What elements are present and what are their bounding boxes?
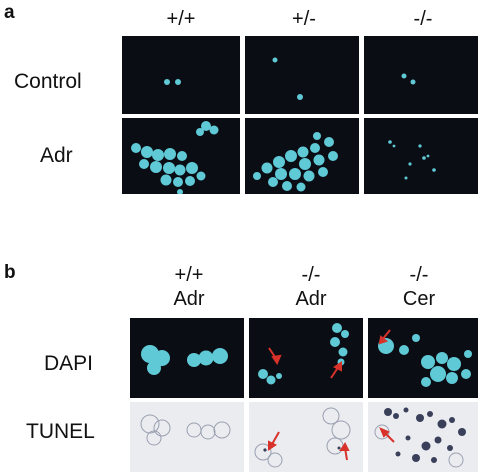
micrograph-tunel-ko-cer (368, 402, 478, 472)
panel-b-col-header-3-treatment: Cer (402, 288, 436, 310)
panel-a-row-label-control: Control (14, 70, 82, 93)
micrograph-adr-wt (122, 118, 240, 194)
panel-b-letter: b (4, 262, 16, 283)
micrograph-adr-het (245, 118, 359, 194)
micrograph-control-het (245, 36, 359, 114)
micrograph-dapi-ko-adr (249, 318, 363, 398)
panel-b-row-label-dapi: DAPI (44, 352, 94, 375)
micrograph-control-ko (364, 36, 478, 114)
panel-b-col-header-2-treatment: Adr (295, 288, 327, 310)
panel-b-col-header-2-genotype: -/- (301, 264, 321, 286)
micrograph-dapi-ko-cer (368, 318, 478, 398)
panel-a-col-header-wt: +/+ (166, 8, 196, 30)
panel-a-letter: a (4, 2, 15, 23)
panel-b-col-header-3-genotype: -/- (409, 264, 429, 286)
panel-b-col-header-1-genotype: +/+ (174, 264, 204, 286)
micrograph-tunel-ko-adr (249, 402, 363, 472)
panel-a-col-header-het: +/- (292, 8, 316, 30)
panel-b-col-header-1-treatment: Adr (173, 288, 205, 310)
micrograph-dapi-wt-adr (130, 318, 244, 398)
micrograph-tunel-wt-adr (130, 402, 244, 472)
micrograph-adr-ko (364, 118, 478, 194)
panel-a-row-label-adr: Adr (40, 144, 73, 167)
panel-b-row-label-tunel: TUNEL (26, 420, 95, 443)
panel-a-col-header-ko: -/- (413, 8, 433, 30)
micrograph-control-wt (122, 36, 240, 114)
